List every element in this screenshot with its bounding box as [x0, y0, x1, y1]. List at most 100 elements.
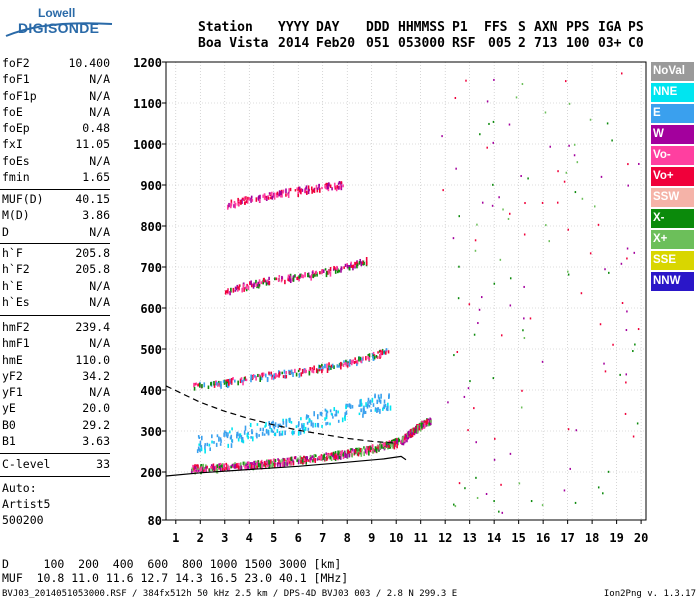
- hdr-value-axn: 713: [534, 36, 558, 51]
- echo-point: [243, 430, 246, 435]
- x-tick-label: 4: [246, 531, 253, 545]
- echo-point: [380, 393, 382, 399]
- echo-point: [232, 464, 235, 469]
- echo-point: [218, 463, 221, 467]
- echo-point: [196, 464, 198, 467]
- divider: [0, 243, 110, 244]
- noise-point: [508, 123, 511, 126]
- echo-point: [330, 412, 333, 416]
- noise-point: [500, 483, 502, 486]
- echo-point: [417, 425, 419, 430]
- echo-point: [298, 190, 301, 193]
- echo-point: [371, 448, 374, 451]
- y-tick-label: 1200: [133, 56, 162, 70]
- echo-point: [412, 430, 415, 436]
- file-info: BVJ03_2014051053000.RSF / 384fx512h 50 k…: [2, 589, 458, 599]
- echo-point: [220, 383, 222, 389]
- echo-point: [363, 409, 365, 415]
- echo-point: [363, 447, 366, 450]
- echo-point: [279, 192, 282, 198]
- echo-point: [337, 454, 339, 459]
- param-value: 10.400: [68, 56, 110, 70]
- noise-point: [522, 329, 524, 332]
- echo-point: [247, 196, 249, 200]
- echo-point: [399, 440, 402, 444]
- echo-point: [350, 263, 352, 268]
- echo-point: [296, 276, 299, 281]
- echo-point: [360, 360, 362, 364]
- echo-point: [265, 280, 268, 284]
- echo-point: [197, 383, 199, 387]
- logo-swoosh-icon: [5, 22, 113, 37]
- echo-point: [333, 182, 336, 188]
- noise-point: [476, 496, 479, 499]
- echo-point: [240, 377, 243, 381]
- param-value: 33: [96, 457, 110, 471]
- echo-point: [309, 454, 312, 458]
- echo-point: [245, 466, 247, 471]
- echo-point: [379, 349, 382, 353]
- echo-point: [352, 264, 355, 268]
- echo-point: [359, 401, 361, 407]
- echo-point: [283, 458, 286, 462]
- echo-point: [229, 430, 231, 434]
- echo-point: [298, 367, 301, 371]
- echo-point: [260, 461, 262, 464]
- param-value: N/A: [89, 72, 110, 87]
- param-key: foEp: [2, 121, 30, 136]
- noise-point: [600, 175, 603, 178]
- echo-point: [198, 467, 200, 471]
- echo-point: [313, 365, 315, 371]
- echo-point: [297, 191, 300, 194]
- echo-point: [273, 463, 276, 469]
- echo-point: [402, 435, 405, 439]
- echo-point: [358, 404, 360, 407]
- echo-point: [285, 419, 288, 424]
- echo-point: [338, 185, 340, 190]
- noise-point: [476, 223, 478, 226]
- echo-point: [383, 399, 386, 404]
- echo-point: [282, 375, 285, 379]
- noise-point: [545, 224, 547, 227]
- echo-point: [343, 360, 345, 363]
- echo-point: [250, 280, 252, 286]
- noise-point: [625, 329, 628, 332]
- echo-point: [388, 393, 390, 398]
- echo-point: [407, 435, 410, 440]
- noise-point: [603, 362, 605, 365]
- noise-point: [475, 476, 477, 479]
- param-key: h`Es: [2, 294, 30, 309]
- echo-point: [257, 196, 260, 200]
- hdr-value-pps: 100: [566, 36, 590, 51]
- echo-point: [412, 427, 415, 432]
- echo-point: [218, 380, 220, 386]
- echo-point: [376, 446, 378, 450]
- echo-point: [198, 443, 200, 446]
- echo-point: [278, 431, 281, 437]
- param-key: h`F: [2, 246, 23, 260]
- echo-point: [227, 432, 229, 437]
- echo-point: [271, 429, 273, 433]
- echo-point: [326, 421, 329, 425]
- echo-point: [353, 449, 356, 453]
- echo-point: [247, 435, 249, 440]
- echo-point: [295, 425, 298, 429]
- echo-point: [346, 264, 349, 269]
- echo-point: [276, 462, 279, 467]
- echo-point: [247, 465, 249, 470]
- echo-point: [276, 374, 279, 378]
- noise-point: [479, 133, 481, 136]
- x-tick-label: 13: [462, 531, 476, 545]
- echo-point: [365, 257, 368, 262]
- echo-point: [263, 433, 266, 436]
- noise-point: [567, 270, 569, 273]
- echo-point: [385, 349, 388, 353]
- echo-point: [197, 446, 200, 451]
- echo-point: [301, 274, 303, 279]
- echo-point: [369, 448, 372, 453]
- echo-point: [264, 197, 267, 201]
- echo-point: [385, 351, 387, 355]
- echo-point: [277, 458, 279, 461]
- echo-point: [299, 430, 302, 435]
- echo-point: [263, 197, 266, 200]
